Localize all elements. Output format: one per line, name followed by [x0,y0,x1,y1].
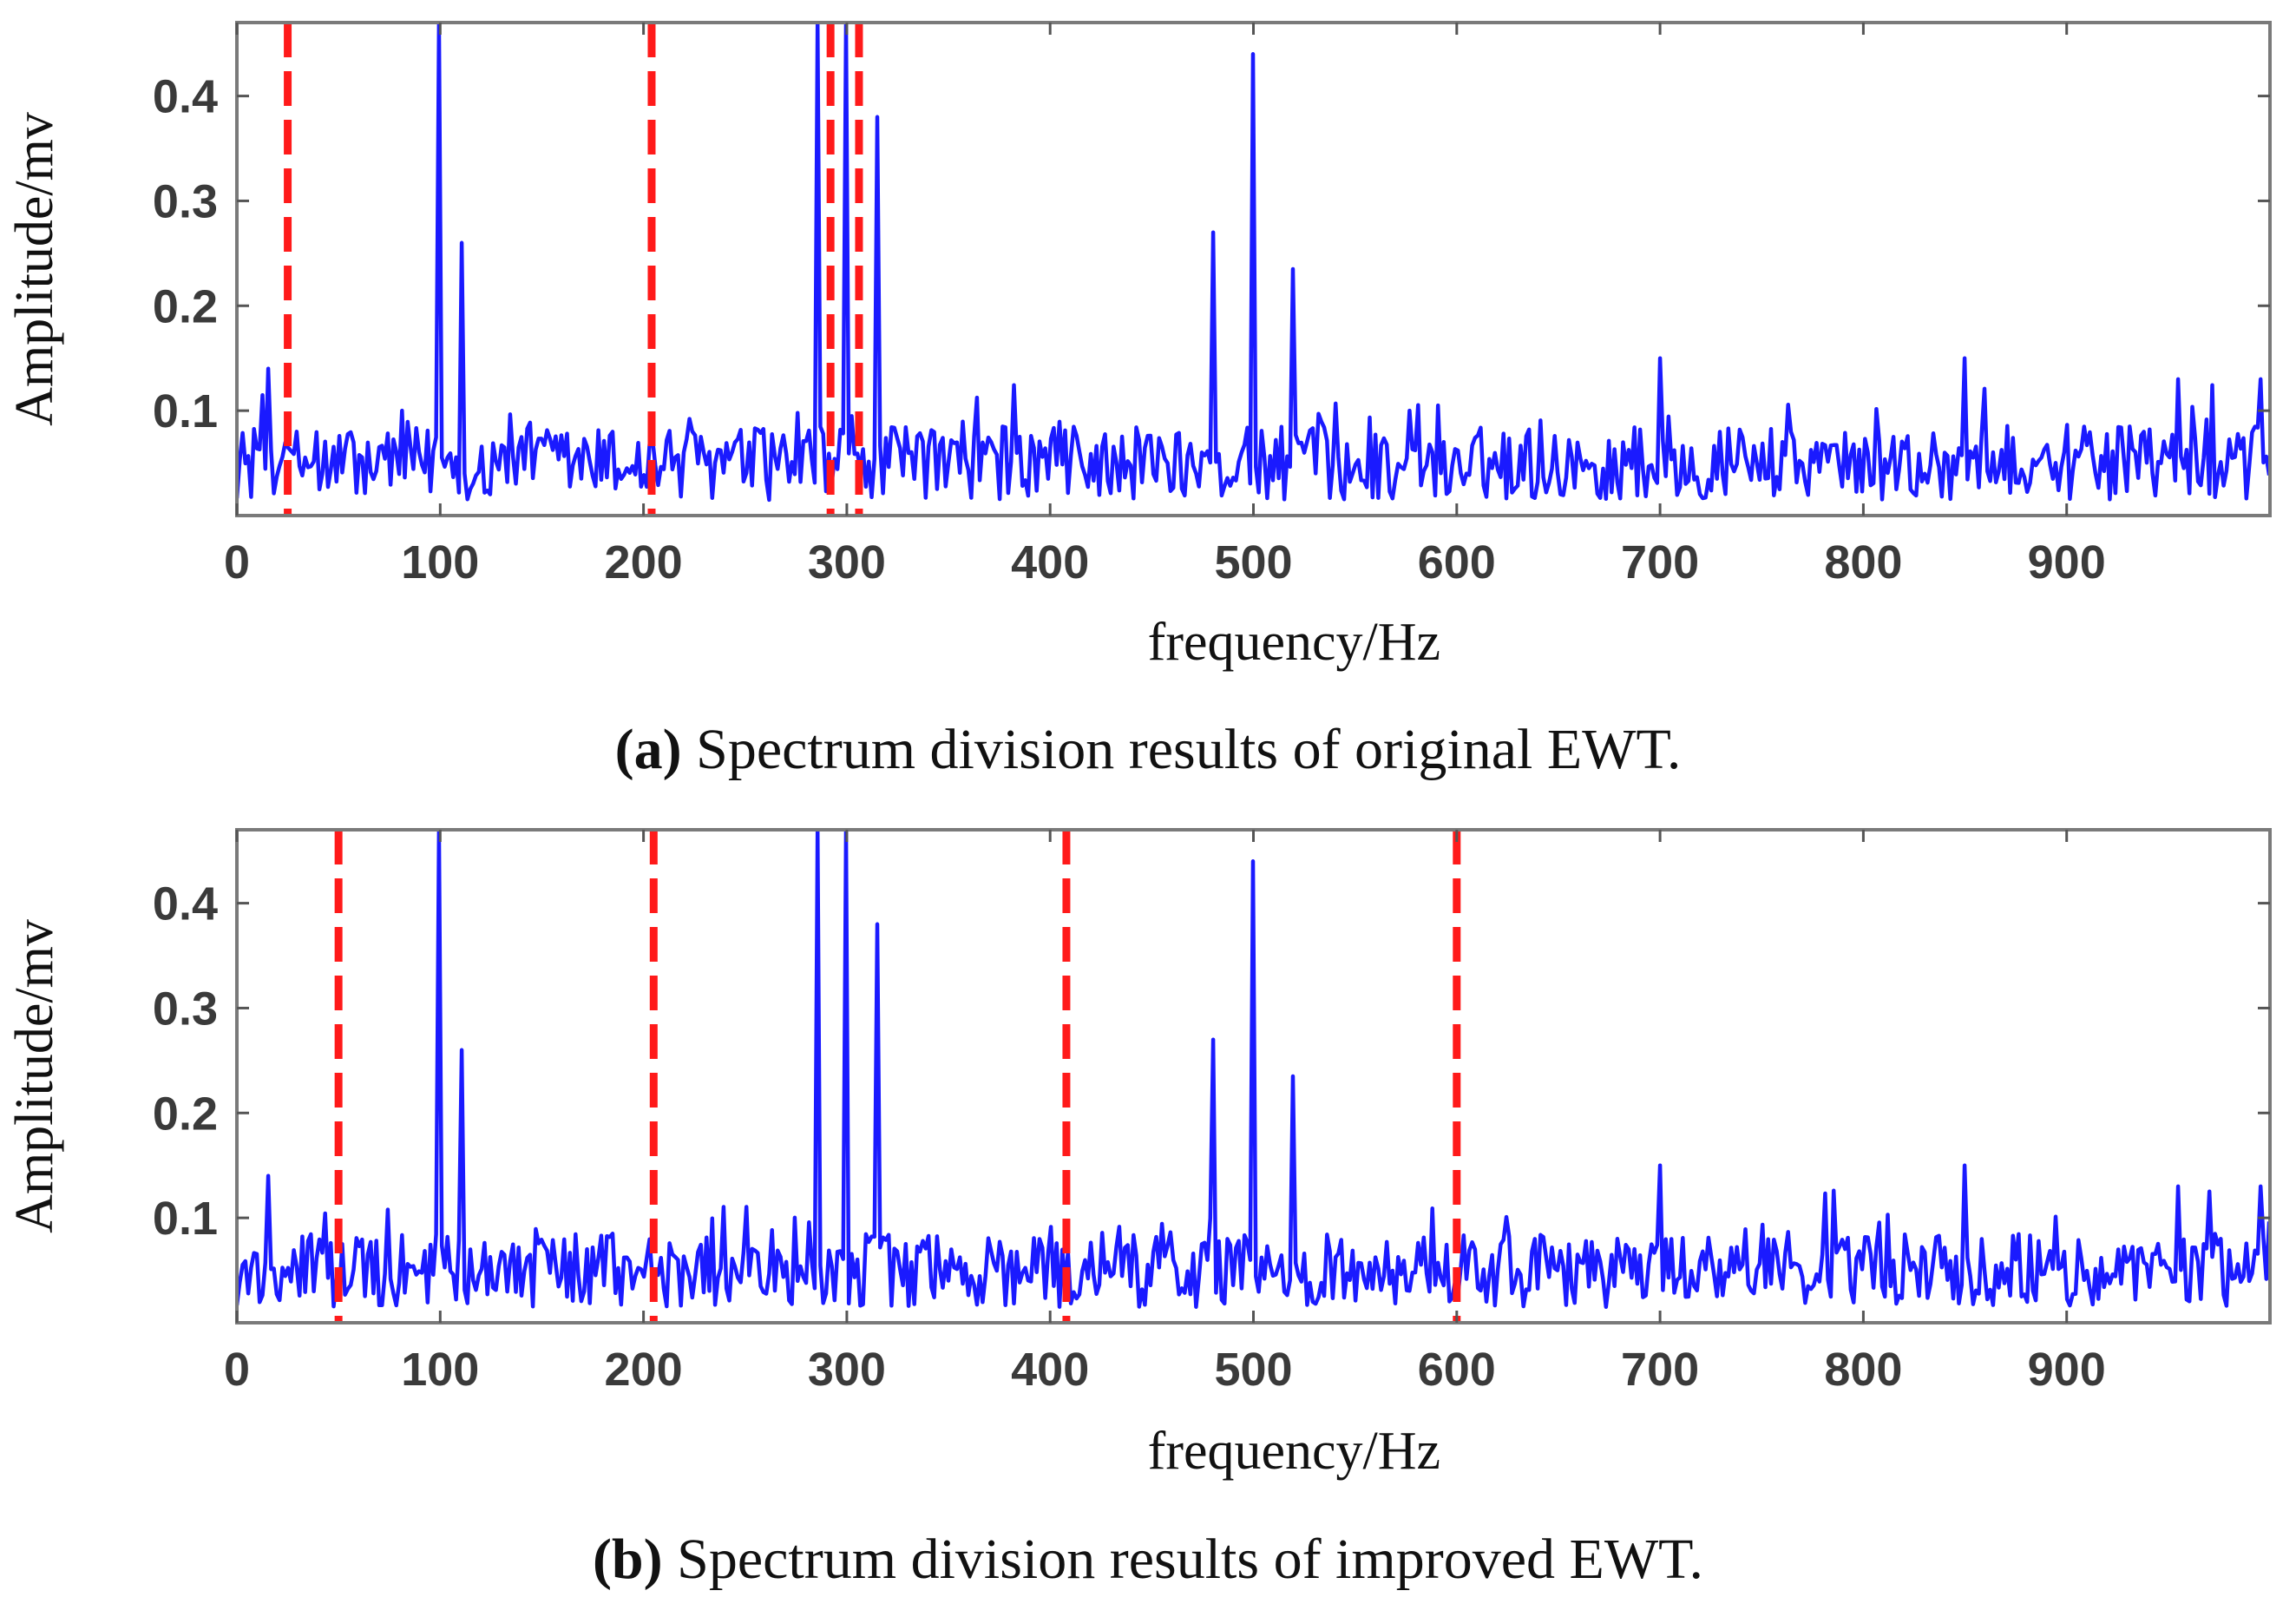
x-tick-label: 400 [1011,536,1089,588]
x-axis-label: frequency/Hz [1148,613,1440,672]
x-tick-label: 100 [401,1344,479,1396]
x-tick-label: 500 [1214,536,1292,588]
x-tick-label: 200 [605,536,683,588]
chart-panel-b: 0 100 200 300 400 500 600 700 800 900 0.1 0.2 0.3 0.4… [5,828,2272,1591]
y-tick-label: 0.1 [153,1193,218,1245]
caption-text: Spectrum division results of original EW… [682,718,1682,781]
panel-label: (b) [593,1528,663,1591]
y-tick-label: 0.2 [153,280,218,332]
y-tick-label: 0.3 [153,983,218,1035]
y-tick-label: 0.2 [153,1088,218,1140]
spectrum-line [237,23,2270,503]
x-tick-label: 800 [1824,536,1902,588]
x-axis-label: frequency/Hz [1148,1422,1440,1481]
x-tick-label: 600 [1418,1344,1496,1396]
x-tick-label: 0 [224,1344,250,1396]
x-tick-label: 900 [2028,1344,2106,1396]
spectrum-line [237,830,2270,1309]
panel-label: (a) [615,718,682,781]
x-tick-label: 300 [808,536,886,588]
chart-panel-a: 0 100 200 300 400 500 600 700 800 900 0.1 0.2 0.3 0.4… [5,21,2272,781]
caption-text: Spectrum division results of improved EW… [663,1528,1703,1591]
x-tick-label: 400 [1011,1344,1089,1396]
x-tick-label: 500 [1214,1344,1292,1396]
x-tick-label: 300 [808,1344,886,1396]
y-axis-label: Amplitude/mv [5,919,64,1233]
y-tick-label: 0.3 [153,175,218,227]
x-tick-label: 800 [1824,1344,1902,1396]
panel-caption: (a) Spectrum division results of origina… [615,718,1682,781]
y-axis-label: Amplitude/mv [5,112,64,426]
x-tick-label: 200 [605,1344,683,1396]
x-tick-label: 900 [2028,536,2106,588]
x-tick-label: 0 [224,536,250,588]
y-tick-label: 0.1 [153,385,218,437]
x-tick-label: 700 [1621,1344,1699,1396]
panel-caption: (b) Spectrum division results of improve… [593,1528,1703,1591]
x-tick-label: 700 [1621,536,1699,588]
x-tick-label: 100 [401,536,479,588]
y-tick-label: 0.4 [153,71,218,123]
y-tick-label: 0.4 [153,878,218,930]
x-tick-label: 600 [1418,536,1496,588]
